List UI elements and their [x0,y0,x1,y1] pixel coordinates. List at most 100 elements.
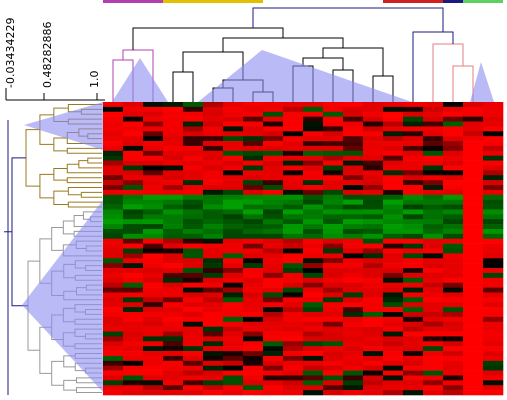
heatmap-cell [223,370,244,376]
heatmap-cell [463,160,484,166]
heatmap-cell [183,224,204,230]
row-cluster-highlight-bottom [22,200,103,392]
heatmap-cell [403,131,424,137]
heatmap-cell [463,194,484,200]
heatmap-cell [423,326,444,332]
heatmap-cell [423,346,444,352]
heatmap-cell [123,224,144,230]
heatmap-cell [183,145,204,152]
heatmap-cell [323,365,344,371]
heatmap-cell [363,243,384,249]
heatmap-cell [223,141,244,147]
heatmap-cell [303,111,324,117]
heatmap-cell [283,370,304,376]
heatmap-cell [463,214,484,220]
heatmap-cell [443,248,464,254]
heatmap-cell [263,287,284,293]
heatmap-cell [463,238,484,244]
heatmap-cell [443,228,464,235]
heatmap-cell [403,199,424,205]
heatmap-cell [243,243,264,249]
heatmap-cell [403,297,424,303]
heatmap-cell [363,150,384,157]
heatmap-cell [123,141,144,147]
heatmap-cell [343,282,364,288]
heatmap-cell [243,272,264,279]
heatmap-cell [423,253,444,259]
heatmap-cell [403,370,424,376]
heatmap-cell [383,268,404,274]
heatmap-cell [103,390,124,396]
heatmap-cell [423,194,444,200]
heatmap-cell [443,121,464,127]
heatmap-cell [263,272,284,279]
heatmap-cell [223,311,244,318]
heatmap-cell [283,365,304,371]
heatmap-cell [303,287,324,293]
heatmap-cell [163,170,184,176]
heatmap-cell [283,102,304,108]
heatmap-cell [123,307,144,313]
heatmap-cell [443,390,464,396]
heatmap-cell [443,160,464,166]
heatmap-cell [183,170,204,176]
heatmap-cell [463,131,484,137]
heatmap-cell [163,214,184,220]
row-link [80,191,102,198]
heatmap-cell [223,287,244,293]
heatmap-cell [323,180,344,186]
heatmap-cell [483,165,504,171]
heatmap-cell [163,106,184,113]
heatmap-cell [103,331,124,337]
heatmap-cell [123,209,144,215]
heatmap-cell [143,311,164,318]
heatmap-cell [363,292,384,298]
heatmap-cell [203,204,224,210]
heatmap-cell [363,155,384,161]
heatmap-cell [363,380,384,386]
heatmap-cell [323,302,344,308]
heatmap-cell [303,238,324,244]
heatmap-cell [383,370,404,376]
column-group-2 [263,0,383,3]
heatmap-cell [163,375,184,381]
heatmap-cell [103,341,124,347]
heatmap-cell [343,311,364,318]
heatmap-cell [283,311,304,318]
heatmap-cell [423,307,444,313]
heatmap-cell [483,355,504,362]
heatmap-cell [343,136,364,142]
heatmap-cell [323,346,344,352]
heatmap-cell [243,390,264,396]
heatmap-cell [163,194,184,200]
heatmap-cell [443,277,464,283]
heatmap-cell [123,360,144,366]
heatmap-cell [383,365,404,371]
heatmap-cell [303,321,324,327]
heatmap-cell [343,141,364,147]
heatmap-cell [343,175,364,181]
heatmap-cell [203,243,224,249]
heatmap-cell [303,209,324,215]
heatmap-cell [183,346,204,352]
heatmap-cell [103,199,124,205]
heatmap-cell [203,311,224,318]
heatmap-cell [263,370,284,376]
heatmap-cell [123,292,144,298]
heatmap-cell [123,263,144,269]
heatmap-cell [463,263,484,269]
heatmap-cell [323,224,344,230]
heatmap-cell [223,189,244,196]
heatmap-cell [163,346,184,352]
heatmap-cell [203,346,224,352]
heatmap-cell [243,321,264,327]
heatmap-cell [123,370,144,376]
scale-label-min: -0.03434229 [4,18,17,88]
heatmap-cell [183,111,204,117]
heatmap-cell [183,302,204,308]
heatmap-cell [363,321,384,327]
heatmap-cell [203,194,224,200]
heatmap-cell [303,316,324,323]
heatmap-cell [403,346,424,352]
heatmap-cell [283,145,304,152]
